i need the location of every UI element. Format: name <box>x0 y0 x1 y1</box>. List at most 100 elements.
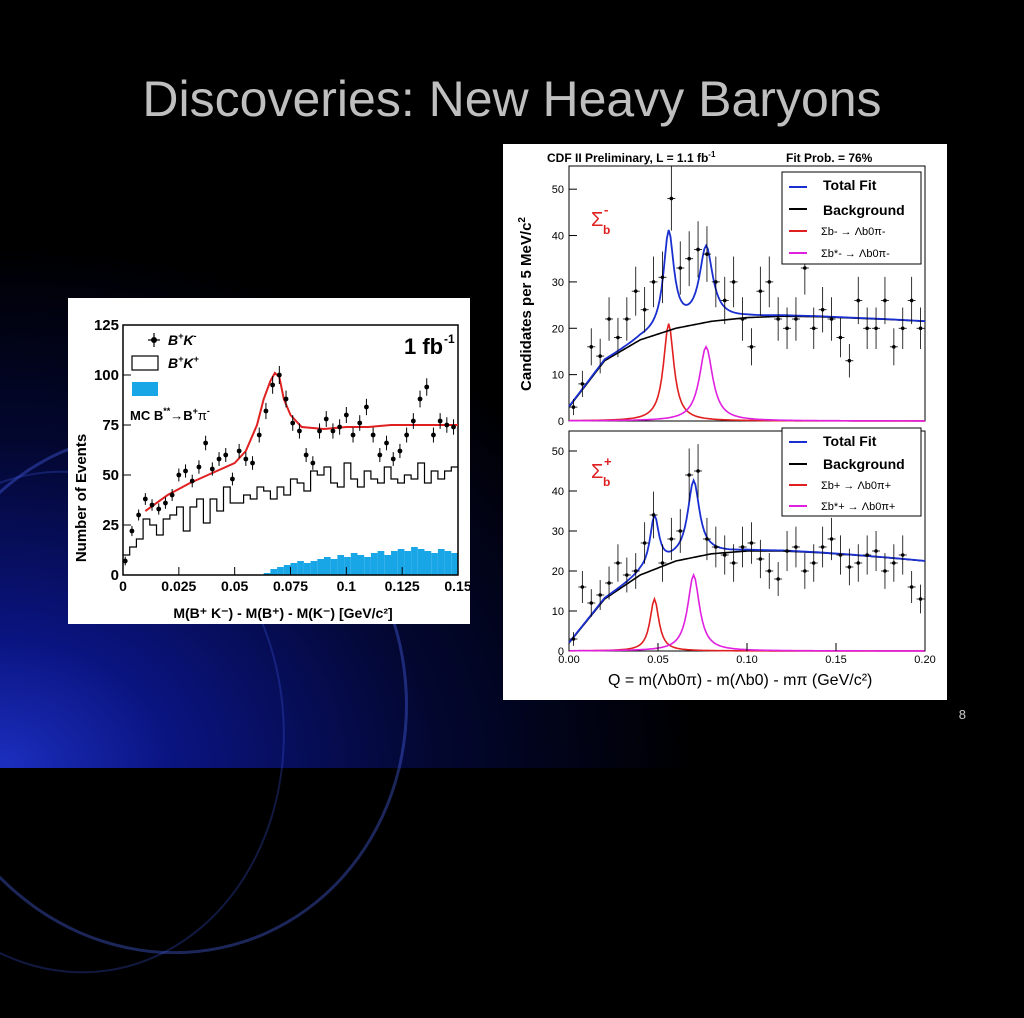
data-point <box>129 528 135 534</box>
data-point <box>424 384 430 390</box>
data-point <box>357 420 363 426</box>
data-point <box>297 428 302 434</box>
data-point <box>236 448 242 454</box>
mc-bar <box>364 557 371 575</box>
data-point <box>874 326 878 331</box>
data-point <box>722 553 727 557</box>
mc-bar <box>377 551 385 575</box>
svg-text:Σ: Σ <box>591 461 603 483</box>
data-point <box>883 298 887 303</box>
data-point <box>820 545 825 549</box>
data-point <box>384 440 389 446</box>
right-xlabel: Q = m(Λb0π) - m(Λb0) - mπ (GeV/c²) <box>608 672 872 689</box>
data-point <box>598 593 602 597</box>
svg-text:+: + <box>604 454 612 469</box>
mc-bar <box>303 563 311 575</box>
y-tick-label: 10 <box>552 370 564 382</box>
mc-bar <box>431 553 438 575</box>
data-point <box>696 469 700 473</box>
x-tick-label: 0.15 <box>825 654 846 666</box>
data-point <box>203 440 209 446</box>
data-point <box>580 382 585 386</box>
left-legend: B+K- B+K+ MC B**→B+π- <box>130 331 210 423</box>
data-point <box>276 372 282 378</box>
data-point <box>149 502 155 508</box>
slide-title: Discoveries: New Heavy Baryons <box>142 71 882 127</box>
x-tick-label: 0.15 <box>444 578 470 594</box>
mc-bar <box>384 555 391 575</box>
mc-bar <box>357 555 365 575</box>
data-point <box>330 428 336 434</box>
data-point <box>136 512 142 518</box>
svg-text:b: b <box>603 475 610 489</box>
signal-curve-sigma-star <box>568 345 926 422</box>
mc-bar <box>283 565 291 575</box>
signal-curve-sigma <box>568 323 926 422</box>
bottom-legend: Total Fit Background Σb+ → Λb0π+ Σb*+ → … <box>781 427 922 517</box>
x-tick-label: 0.10 <box>736 654 757 666</box>
mc-bar <box>370 553 378 575</box>
background-curve <box>568 550 926 644</box>
data-point <box>589 345 594 349</box>
data-point <box>900 326 905 331</box>
data-point <box>263 408 269 414</box>
data-point <box>820 307 825 312</box>
mc-bar <box>451 553 458 575</box>
data-point <box>625 317 629 321</box>
left-ylabel: Number of Events <box>73 434 90 562</box>
data-point <box>696 247 700 252</box>
data-point <box>390 456 396 462</box>
data-point <box>892 561 896 565</box>
data-point <box>337 424 343 430</box>
mc-bar <box>344 557 351 575</box>
svg-text:-1: -1 <box>444 332 455 346</box>
mc-bar <box>411 547 418 575</box>
mc-bar <box>397 549 405 575</box>
sigma-minus-label: Σ b - <box>591 202 610 237</box>
data-point <box>811 561 816 565</box>
data-point <box>722 298 727 303</box>
data-point <box>767 280 772 284</box>
mc-bar <box>277 567 284 575</box>
data-point <box>803 569 807 573</box>
y-tick-label: 50 <box>552 446 564 458</box>
x-tick-label: 0.05 <box>221 578 248 594</box>
data-point <box>350 432 356 438</box>
data-point <box>607 317 611 321</box>
data-point <box>625 573 629 577</box>
data-point <box>633 569 638 573</box>
y-tick-label: 125 <box>94 317 119 334</box>
right-chart-panel: 0 10 20 30 40 50 0 10 20 30 40 50 0.00 0.05 0.10 0.15 0.… <box>503 144 947 700</box>
data-point <box>740 317 745 321</box>
data-point <box>829 537 834 541</box>
data-point <box>377 452 383 458</box>
mc-bar <box>417 549 425 575</box>
svg-text:Σb+ → Λb0π+: Σb+ → Λb0π+ <box>821 480 891 492</box>
data-point <box>451 424 456 430</box>
svg-text:-: - <box>604 202 608 217</box>
mc-bar <box>404 551 412 575</box>
data-point <box>598 354 602 358</box>
data-point <box>223 452 229 458</box>
data-point <box>156 506 162 512</box>
data-point <box>642 307 647 312</box>
data-point <box>785 326 789 331</box>
data-point <box>230 476 235 482</box>
x-tick-label: 0 <box>119 578 127 594</box>
data-point <box>687 256 691 261</box>
svg-text:Σb*+ → Λb0π+: Σb*+ → Λb0π+ <box>821 501 895 513</box>
mc-bar <box>324 557 331 575</box>
data-point <box>687 473 691 477</box>
data-point <box>660 275 665 280</box>
right-ylabel: Candidates per 5 MeV/c2 <box>517 217 535 391</box>
data-point <box>169 492 175 498</box>
mc-bar <box>444 551 452 575</box>
data-point <box>607 581 611 585</box>
data-point <box>749 345 754 349</box>
background-curve <box>568 315 926 408</box>
data-point <box>364 404 369 410</box>
data-point <box>256 432 262 438</box>
data-point <box>776 577 780 581</box>
x-tick-label: 0.075 <box>273 578 308 594</box>
data-point <box>847 565 852 569</box>
